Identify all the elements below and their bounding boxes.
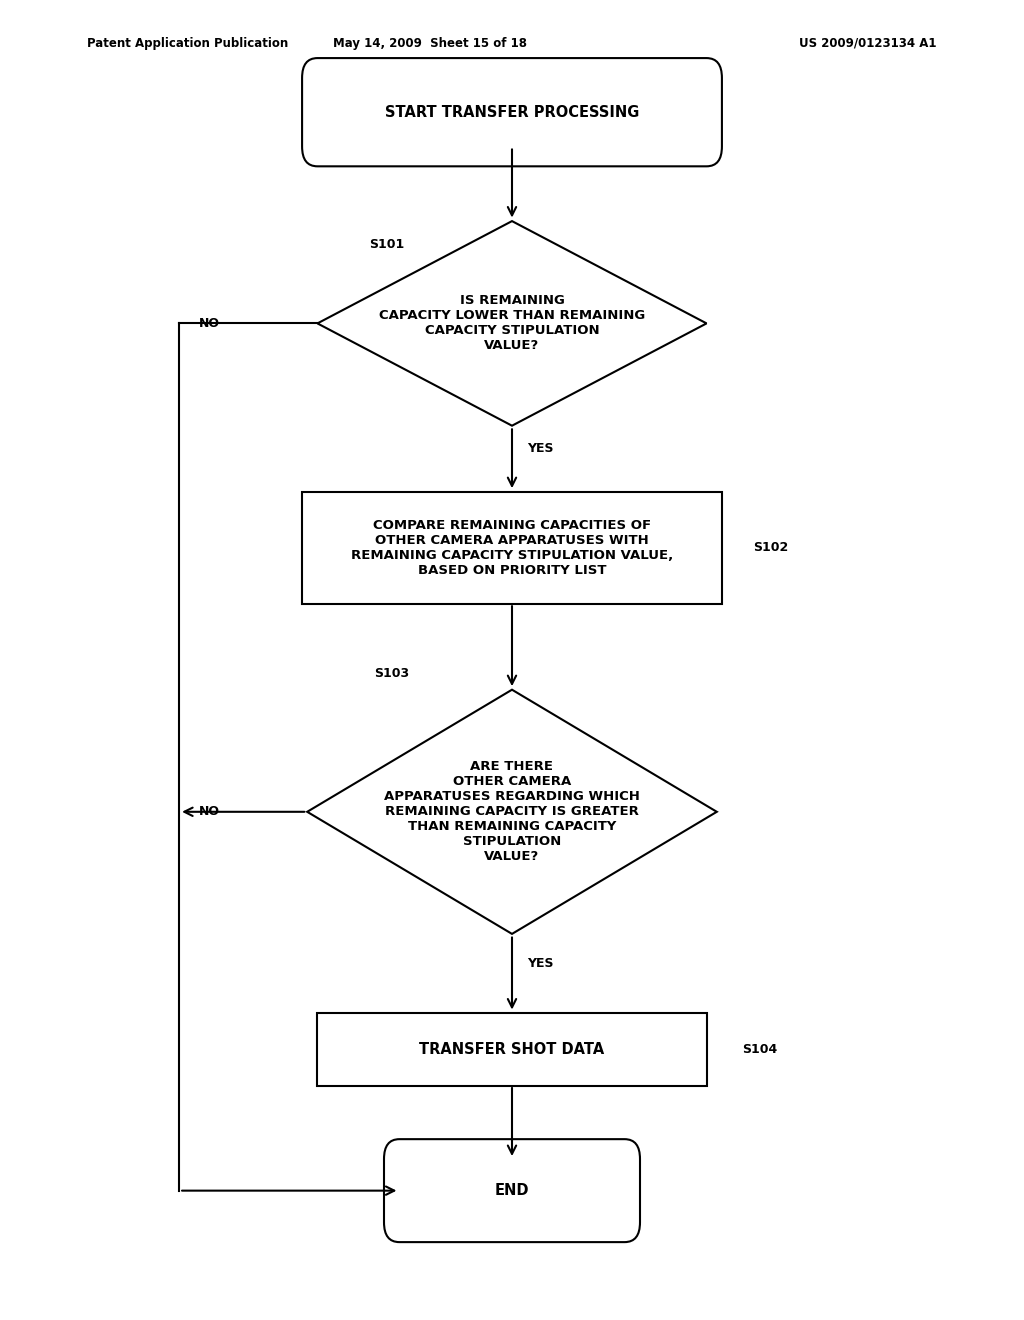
Text: May 14, 2009  Sheet 15 of 18: May 14, 2009 Sheet 15 of 18 <box>333 37 527 50</box>
Polygon shape <box>307 689 717 935</box>
Text: NO: NO <box>199 805 220 818</box>
Text: IS REMAINING
CAPACITY LOWER THAN REMAINING
CAPACITY STIPULATION
VALUE?: IS REMAINING CAPACITY LOWER THAN REMAINI… <box>379 294 645 352</box>
FancyBboxPatch shape <box>384 1139 640 1242</box>
Text: NO: NO <box>199 317 220 330</box>
Text: S103: S103 <box>374 667 409 680</box>
Polygon shape <box>317 220 707 425</box>
Text: ARE THERE
OTHER CAMERA
APPARATUSES REGARDING WHICH
REMAINING CAPACITY IS GREATER: ARE THERE OTHER CAMERA APPARATUSES REGAR… <box>384 760 640 863</box>
Text: S104: S104 <box>742 1043 777 1056</box>
Text: START TRANSFER PROCESSING: START TRANSFER PROCESSING <box>385 104 639 120</box>
Bar <box>302 492 722 605</box>
Text: S102: S102 <box>753 541 787 554</box>
Text: END: END <box>495 1183 529 1199</box>
FancyBboxPatch shape <box>302 58 722 166</box>
Text: Patent Application Publication: Patent Application Publication <box>87 37 289 50</box>
Text: YES: YES <box>527 442 554 455</box>
Text: YES: YES <box>527 957 554 970</box>
Text: COMPARE REMAINING CAPACITIES OF
OTHER CAMERA APPARATUSES WITH
REMAINING CAPACITY: COMPARE REMAINING CAPACITIES OF OTHER CA… <box>351 519 673 577</box>
Bar <box>317 1014 707 1085</box>
Text: FIG. 21: FIG. 21 <box>465 66 559 90</box>
Text: S101: S101 <box>369 238 403 251</box>
Text: US 2009/0123134 A1: US 2009/0123134 A1 <box>799 37 936 50</box>
Text: TRANSFER SHOT DATA: TRANSFER SHOT DATA <box>420 1041 604 1057</box>
